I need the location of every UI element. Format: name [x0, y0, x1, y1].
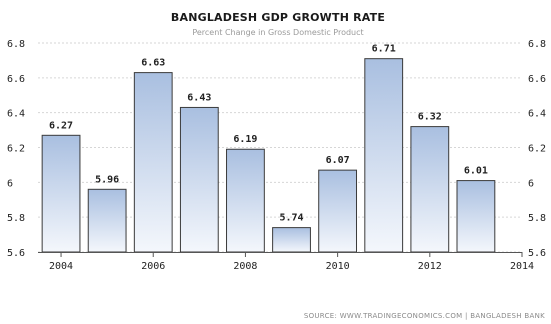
- x-tick-label: 2012: [418, 261, 442, 272]
- y-tick-label-left: 6: [7, 178, 13, 189]
- bar: [133, 72, 173, 253]
- y-tick-label-right: 6.6: [528, 74, 546, 85]
- x-tick-label: 2004: [49, 261, 73, 272]
- x-tick-label: 2006: [141, 261, 165, 272]
- y-tick-label-right: 5.6: [528, 248, 546, 259]
- y-tick-label-right: 6: [528, 178, 534, 189]
- chart-subtitle: Percent Change in Gross Domestic Product: [192, 28, 363, 37]
- source-note: SOURCE: WWW.TRADINGECONOMICS.COM | BANGL…: [304, 312, 545, 320]
- data-label: 6.63: [141, 58, 165, 69]
- y-tick-label-left: 5.6: [7, 248, 25, 259]
- bar: [318, 169, 358, 253]
- axes: 6.8 6.8 6.6 6.6 6.4 6.4 6.2 6.2 6 6 5.8 5.8 5.6 5.6 20…: [7, 39, 546, 272]
- bar: [456, 180, 496, 253]
- data-label: 6.43: [187, 92, 211, 103]
- data-label: 6.71: [372, 44, 396, 55]
- y-tick-label-left: 6.2: [7, 144, 25, 155]
- data-label: 6.19: [233, 134, 257, 145]
- x-tick-label: 2010: [326, 261, 350, 272]
- data-labels: 6.27 5.96 6.63 6.43 6.19 5.74 6.07 6.71 6.32 6.01: [49, 44, 488, 224]
- bar: [226, 148, 265, 253]
- data-label: 6.27: [49, 120, 73, 131]
- bar: [410, 126, 450, 253]
- y-tick-label-right: 6.4: [528, 109, 546, 120]
- y-tick-label-right: 5.8: [528, 213, 546, 224]
- y-tick-label-left: 6.6: [7, 74, 25, 85]
- data-label: 6.32: [418, 112, 442, 123]
- bar: [41, 134, 81, 253]
- bars: [41, 58, 496, 253]
- bar: [364, 58, 404, 253]
- y-tick-label-left: 5.8: [7, 213, 25, 224]
- bar: [179, 106, 219, 253]
- y-tick-label-left: 6.8: [7, 39, 25, 50]
- bar: [87, 188, 127, 253]
- data-label: 6.01: [464, 166, 488, 177]
- data-label: 6.07: [326, 155, 350, 166]
- data-label: 5.74: [279, 213, 303, 224]
- chart-title: BANGLADESH GDP GROWTH RATE: [171, 11, 385, 24]
- bar: [272, 227, 311, 253]
- x-tick-label: 2014: [510, 261, 534, 272]
- y-tick-label-right: 6.2: [528, 144, 546, 155]
- x-tick-label: 2008: [233, 261, 257, 272]
- y-tick-label-left: 6.4: [7, 109, 25, 120]
- y-tick-label-right: 6.8: [528, 39, 546, 50]
- data-label: 5.96: [95, 174, 119, 185]
